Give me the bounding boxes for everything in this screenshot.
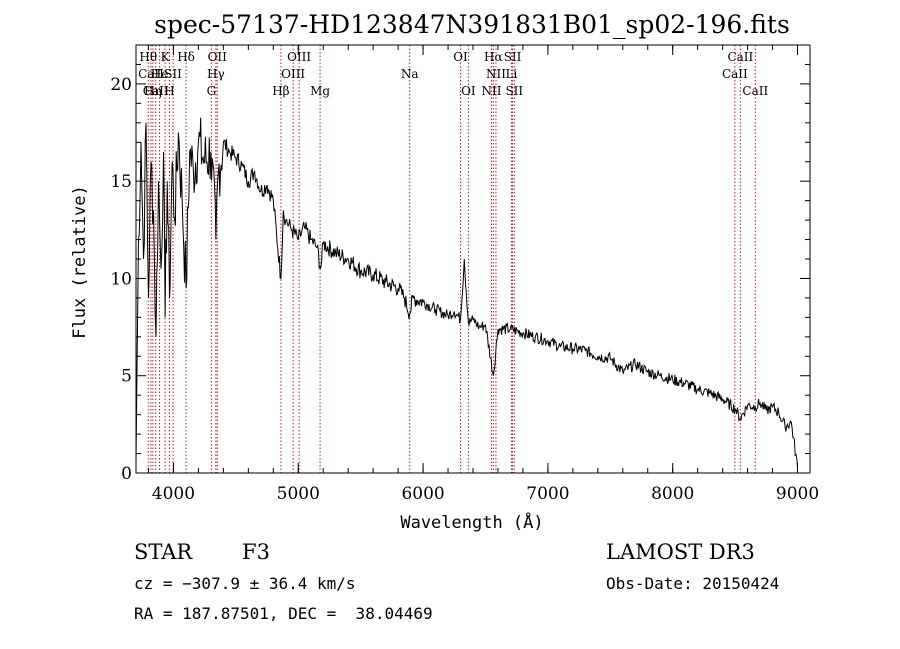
line-label-26: CaII [722,67,748,81]
observation-date: Obs-Date: 20150424 [606,574,780,593]
line-label-18: OI [461,84,476,98]
plot-frame [135,44,811,474]
y-axis-label: Flux (relative) [70,185,90,339]
line-label-3: Hη [144,84,162,98]
chart-title: spec-57137-HD123847N391831B01_sp02-196.f… [154,10,790,39]
y-tick-label-4: 20 [110,75,132,95]
y-axis-ticks: 0 5 10 15 20 [110,63,810,484]
y-tick-label-1: 5 [121,367,132,387]
line-label-12: OIII [287,50,311,64]
y-tick-label-3: 15 [110,172,132,192]
line-label-25: CaII [727,50,753,64]
line-label-10: Hγ [207,67,225,81]
line-label-8: Hδ [177,50,195,64]
object-class: STAR [134,540,193,564]
line-label-21: NII [486,67,506,81]
line-label-16: Na [401,67,419,81]
line-label-6: H [164,84,174,98]
line-label-22: Li [506,67,518,81]
line-label-14: Hβ [272,84,289,98]
redshift-cz: cz = −307.9 ± 36.4 km/s [134,574,356,593]
line-label-1: CaII [138,67,164,81]
x-tick-label-1: 5000 [277,484,320,504]
line-label-24: SII [505,84,523,98]
line-label-7: SII [164,67,182,81]
line-label-27: CaII [742,84,768,98]
x-tick-label-4: 8000 [651,484,694,504]
line-label-5: He [151,67,169,81]
line-label-19: Hα [484,50,503,64]
x-tick-label-0: 4000 [152,484,195,504]
x-tick-label-3: 7000 [526,484,569,504]
x-tick-label-2: 6000 [401,484,444,504]
line-label-17: OI [453,50,468,64]
x-axis-label: Wavelength (Å) [400,511,543,533]
subclass: F3 [242,540,270,564]
line-label-15: Mg [310,84,330,98]
y-tick-label-0: 0 [121,464,132,484]
emission-line-markers [147,45,756,473]
line-label-20: SII [504,50,522,64]
line-label-13: OIII [281,67,305,81]
y-tick-label-2: 10 [110,269,132,289]
line-label-9: OII [208,50,228,64]
survey-name: LAMOST DR3 [606,540,755,564]
x-axis-ticks: 4000 5000 6000 7000 8000 9000 [147,45,819,504]
line-label-0: Hθ [139,50,157,64]
line-label-11: G [207,84,217,98]
line-label-4: K [161,50,171,64]
x-tick-label-5: 9000 [776,484,819,504]
spectrum-line [135,117,798,468]
line-label-2: CaII [143,84,169,98]
coordinates: RA = 187.87501, DEC = 38.04469 [134,604,433,623]
line-label-23: NII [481,84,501,98]
